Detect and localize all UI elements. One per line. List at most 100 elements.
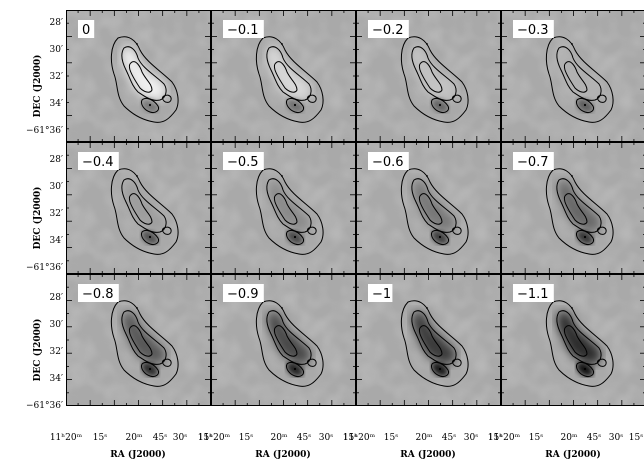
panel-image xyxy=(211,274,356,406)
contour-line xyxy=(255,168,324,255)
ytick-label: 34′ xyxy=(50,236,64,246)
panel-label-text: −0.8 xyxy=(82,287,114,302)
contour-line xyxy=(411,46,457,101)
contour-line xyxy=(563,193,588,225)
xtick-label: 45ˢ xyxy=(297,433,311,443)
contour-line xyxy=(545,36,614,123)
xtick-label: 20ᵐ xyxy=(271,433,288,443)
ylabel-row-3: DEC (J2000) xyxy=(32,319,43,382)
image-panel: 0 xyxy=(66,10,211,142)
xlabel-col-1: RA (J2000) xyxy=(110,449,165,460)
ylabel-row-2: DEC (J2000) xyxy=(32,187,43,250)
contour-line xyxy=(162,358,172,367)
contour-dot xyxy=(438,235,442,239)
contour-line xyxy=(273,193,298,225)
contour-line xyxy=(110,36,179,123)
panel-label: −0.3 xyxy=(513,20,554,38)
panel-label: −1.1 xyxy=(513,284,554,302)
contour-dot xyxy=(281,307,283,309)
contour-line xyxy=(128,193,153,225)
panel-label: −0.1 xyxy=(223,20,264,38)
contour-dot xyxy=(293,103,297,107)
xtick-label: 20ᵐ xyxy=(561,433,578,443)
contour-line xyxy=(545,168,614,255)
dark-emission xyxy=(266,46,312,101)
dark-emission xyxy=(411,46,457,101)
contour-line xyxy=(255,300,324,387)
panel-label: −0.8 xyxy=(78,284,119,302)
ytick-label: 34′ xyxy=(50,99,64,109)
xtick-label: 11ʰ20ᵐ xyxy=(50,433,83,443)
panel-label-box xyxy=(513,152,554,170)
contour-dot xyxy=(293,235,297,239)
panel-grid: 0 −0.1 −0.2 −0.3 −0.4 −0.5 −0.6 −0.7 −0.8 −0.9 −1 −… xyxy=(66,10,644,406)
ytick-label: 30′ xyxy=(50,45,64,55)
contour-line xyxy=(141,361,159,377)
ytick-label: 32′ xyxy=(50,347,64,357)
xlabel-col-2: RA (J2000) xyxy=(255,449,310,460)
contour-line xyxy=(597,226,607,235)
contour-dot xyxy=(293,367,297,371)
contour-line xyxy=(563,61,588,93)
panel-label: −0.4 xyxy=(78,152,119,170)
contour-dot xyxy=(148,367,152,371)
contour-line xyxy=(128,61,153,93)
image-panel: −0.2 xyxy=(356,10,501,142)
contour-line xyxy=(255,36,324,123)
contour-line xyxy=(110,168,179,255)
panel-label-box xyxy=(78,20,95,38)
xtick-label: 11ʰ20ᵐ xyxy=(198,433,231,443)
contour-line xyxy=(162,94,172,103)
dark-emission xyxy=(121,178,167,233)
contour-dot xyxy=(281,43,283,45)
contour-dot xyxy=(426,175,428,177)
xticks-col-1: 11ʰ20ᵐ 15ˢ 20ᵐ 45ˢ 30ˢ 15ˢ xyxy=(50,433,212,443)
contour-line xyxy=(576,97,594,113)
xtick-label: 45ˢ xyxy=(442,433,456,443)
xtick-label: 30ˢ xyxy=(464,433,478,443)
panel-label: −0.7 xyxy=(513,152,554,170)
contour-line xyxy=(162,226,172,235)
contour-line xyxy=(400,168,469,255)
ytick-label: −61°36′ xyxy=(26,126,63,136)
contour-dot xyxy=(148,103,152,107)
dark-emission xyxy=(556,46,602,101)
xtick-label: 45ˢ xyxy=(587,433,601,443)
xticks-col-3: 11ʰ20ᵐ 15ˢ 20ᵐ 45ˢ 30ˢ 15ˢ xyxy=(343,433,502,443)
xlabel-col-3: RA (J2000) xyxy=(400,449,455,460)
ytick-label: 32′ xyxy=(50,209,64,219)
contour-line xyxy=(576,361,594,377)
panel-label-text: −1.1 xyxy=(517,287,549,302)
contour-line xyxy=(141,229,159,245)
panel-label-box xyxy=(368,284,393,302)
dark-emission xyxy=(411,178,457,233)
ytick-label: −61°36′ xyxy=(26,401,63,411)
contour-line xyxy=(273,325,298,357)
xticks-col-2: 11ʰ20ᵐ 15ˢ 20ᵐ 45ˢ 30ˢ 15ˢ xyxy=(198,433,357,443)
image-panel: −0.4 xyxy=(66,142,211,274)
image-panel: −0.5 xyxy=(211,142,356,274)
contour-dot xyxy=(281,175,283,177)
ytick-label: 34′ xyxy=(50,374,64,384)
contour-dot xyxy=(571,307,573,309)
panel-label-box xyxy=(78,152,119,170)
contour-line xyxy=(400,300,469,387)
contour-line xyxy=(273,61,298,93)
xtick-label: 15ˢ xyxy=(488,433,502,443)
panel-label-box xyxy=(223,20,264,38)
image-panel: −0.6 xyxy=(356,142,501,274)
dark-emission xyxy=(266,310,312,365)
panel-label-text: −0.1 xyxy=(227,23,259,38)
panel-label-text: 0 xyxy=(82,23,90,38)
panel-label: −0.9 xyxy=(223,284,264,302)
panel-label-box xyxy=(223,284,264,302)
contour-dot xyxy=(136,43,138,45)
ytick-label: 28′ xyxy=(50,293,64,303)
image-panel: −0.1 xyxy=(211,10,356,142)
ytick-label: −61°36′ xyxy=(26,263,63,273)
image-panel: −1.1 xyxy=(501,274,644,406)
xtick-label: 20ᵐ xyxy=(126,433,143,443)
contour-line xyxy=(597,94,607,103)
panel-label: −0.5 xyxy=(223,152,264,170)
